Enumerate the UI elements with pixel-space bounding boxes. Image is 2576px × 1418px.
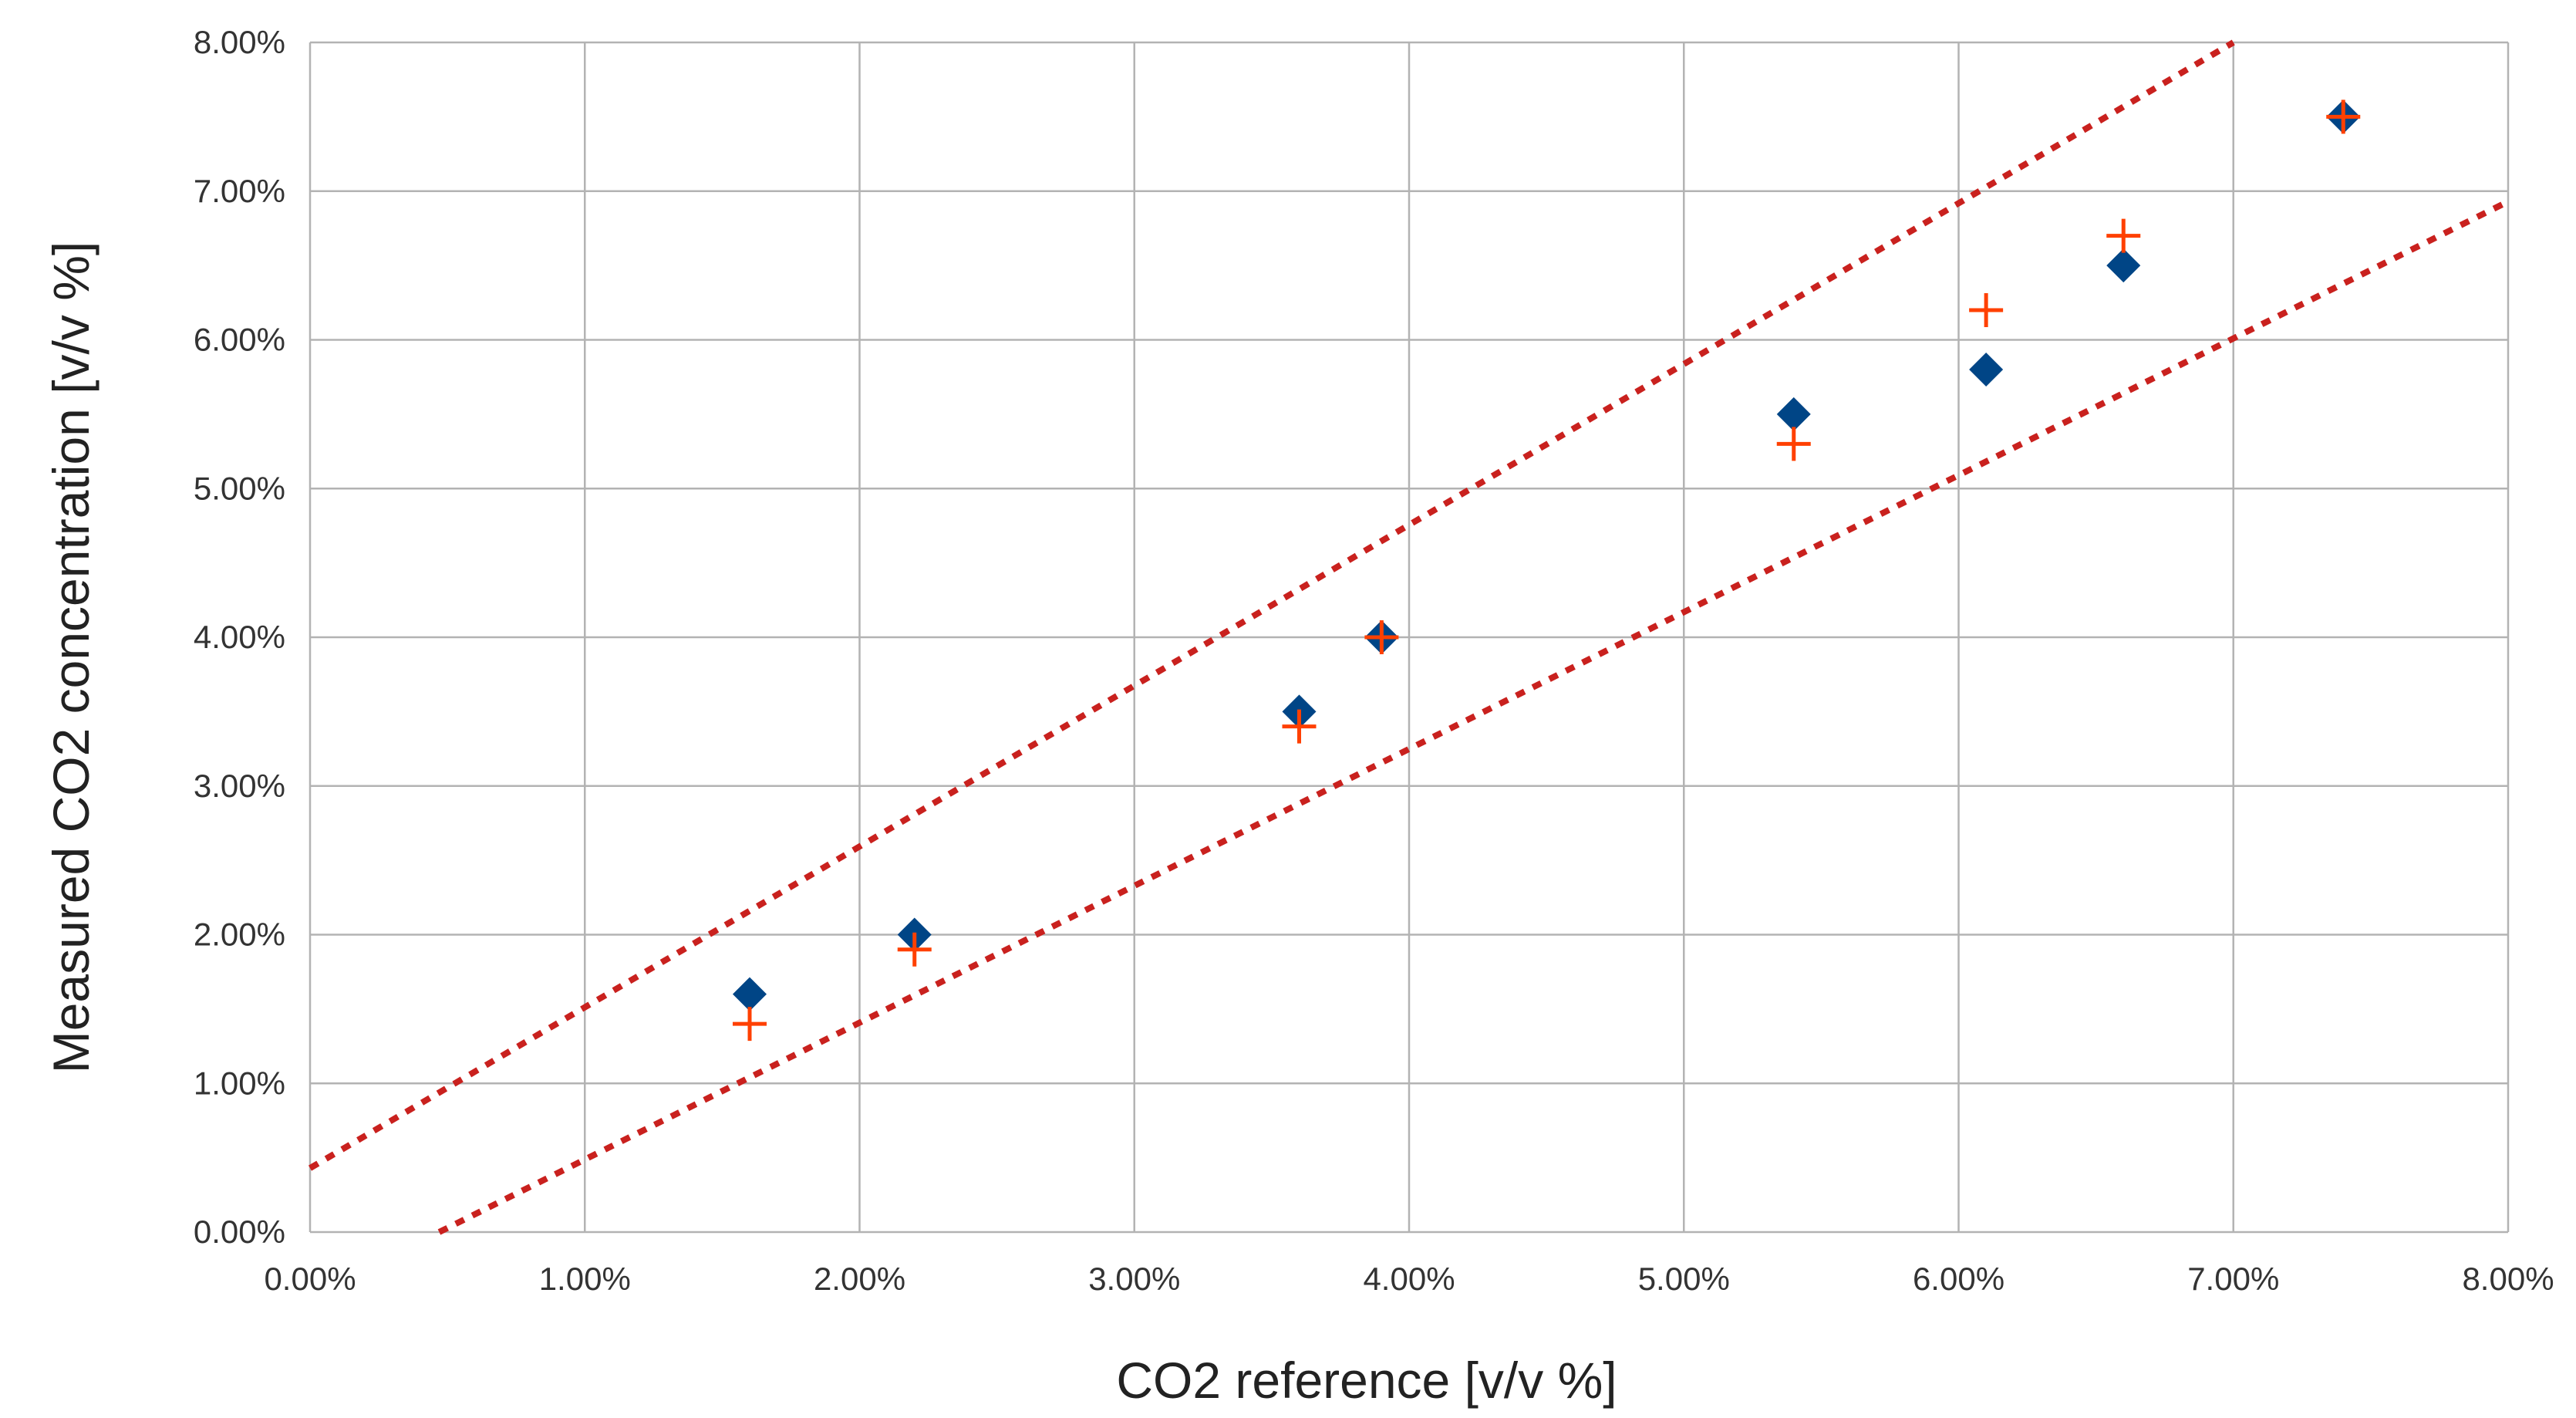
x-tick-label: 2.00% bbox=[814, 1261, 905, 1297]
data-points bbox=[733, 100, 2361, 1042]
x-tick-label: 5.00% bbox=[1638, 1261, 1730, 1297]
data-point-plus bbox=[1969, 292, 2004, 327]
y-axis-title: Measured CO2 concentration [v/v %] bbox=[42, 241, 99, 1074]
lower-limit-line bbox=[437, 198, 2510, 1235]
data-point-plus bbox=[2106, 218, 2141, 253]
x-tick-label: 4.00% bbox=[1363, 1261, 1455, 1297]
data-point-diamond bbox=[1776, 397, 1811, 431]
x-tick-label: 7.00% bbox=[2187, 1261, 2279, 1297]
y-tick-label: 4.00% bbox=[194, 619, 285, 655]
tolerance-bounds bbox=[308, 39, 2510, 1235]
data-point-plus bbox=[1364, 620, 1399, 654]
data-point-plus bbox=[1776, 427, 1811, 461]
y-tick-label: 0.00% bbox=[194, 1214, 285, 1250]
y-tick-label: 2.00% bbox=[194, 917, 285, 953]
data-point-plus bbox=[897, 932, 932, 967]
upper-limit-line bbox=[308, 39, 2235, 1171]
x-tick-label: 0.00% bbox=[264, 1261, 356, 1297]
grid bbox=[309, 41, 2510, 1234]
x-axis-title: CO2 reference [v/v %] bbox=[1116, 1352, 1617, 1409]
data-point-diamond bbox=[2106, 248, 2141, 283]
y-tick-label: 7.00% bbox=[194, 173, 285, 209]
data-point-diamond bbox=[1969, 353, 2004, 387]
data-point-diamond bbox=[733, 977, 767, 1011]
data-point-plus bbox=[2326, 100, 2361, 134]
y-tick-label: 1.00% bbox=[194, 1065, 285, 1101]
y-tick-label: 5.00% bbox=[194, 470, 285, 506]
data-point-plus bbox=[1282, 709, 1317, 744]
x-tick-label: 6.00% bbox=[1913, 1261, 2004, 1297]
y-axis-ticks: 0.00% 1.00% 2.00% 3.00% 4.00% 5.00% 6.00% 7.00%… bbox=[194, 24, 285, 1250]
y-tick-label: 6.00% bbox=[194, 322, 285, 358]
data-point-plus bbox=[733, 1007, 767, 1042]
y-tick-label: 8.00% bbox=[194, 24, 285, 60]
x-tick-label: 3.00% bbox=[1088, 1261, 1180, 1297]
x-tick-label: 8.00% bbox=[2462, 1261, 2554, 1297]
x-axis-ticks: 0.00% 1.00% 2.00% 3.00% 4.00% 5.00% 6.00% 7.00%… bbox=[264, 1261, 2554, 1297]
y-tick-label: 3.00% bbox=[194, 768, 285, 804]
x-tick-label: 1.00% bbox=[539, 1261, 631, 1297]
